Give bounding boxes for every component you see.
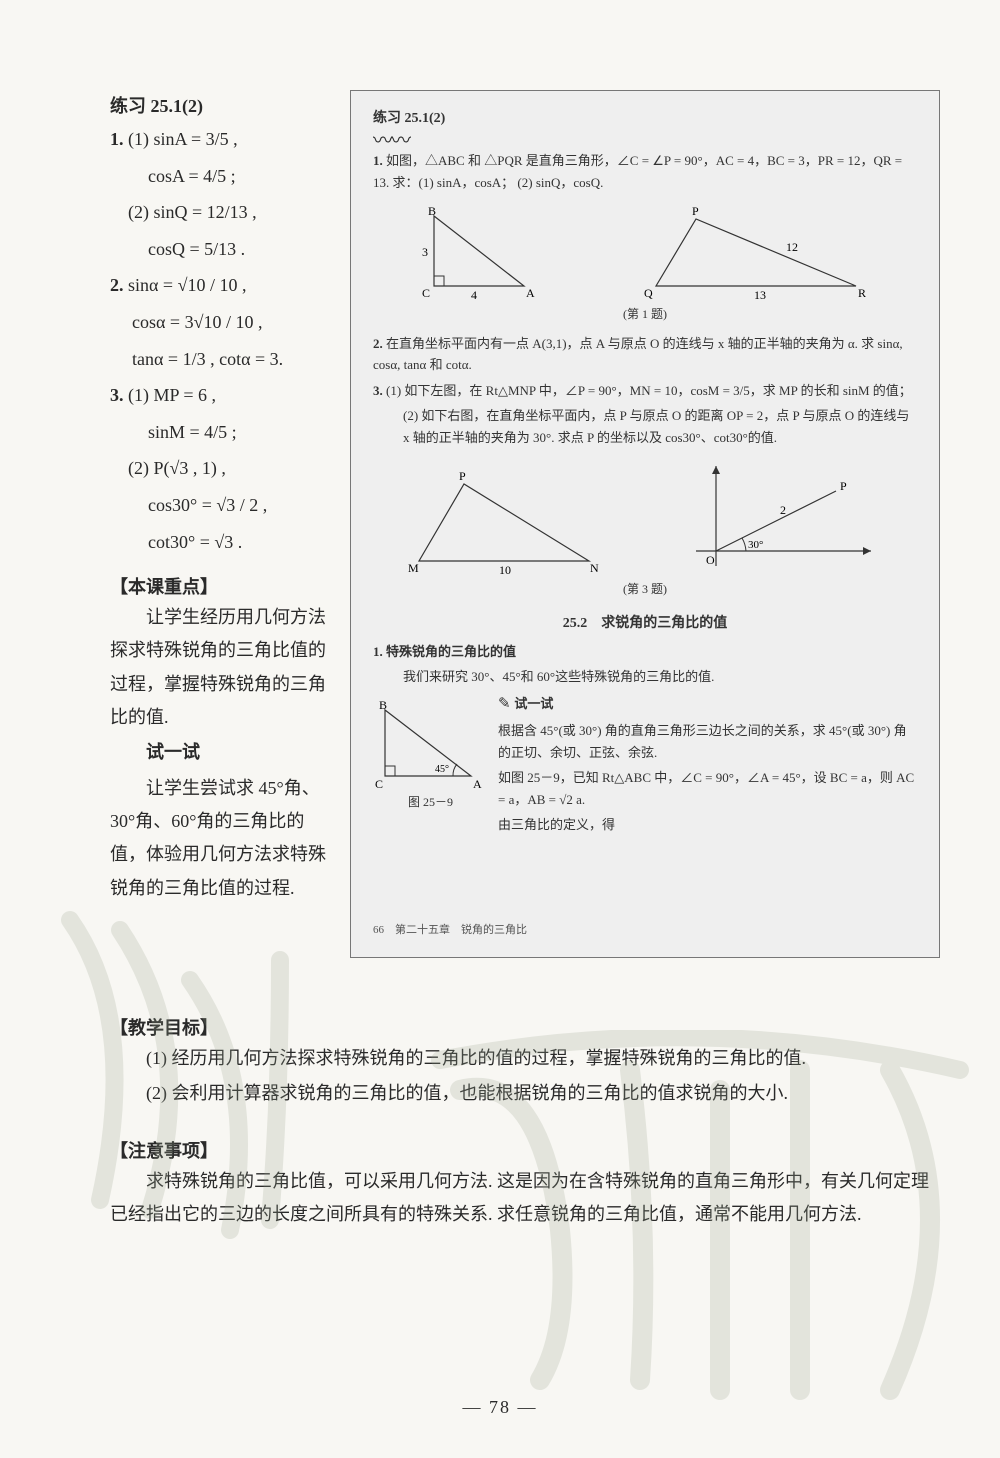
num-label: 2. bbox=[110, 275, 124, 295]
label-30: 30° bbox=[748, 539, 763, 551]
page-number: — 78 — bbox=[0, 1397, 1000, 1418]
q-num: 2. bbox=[373, 336, 383, 351]
goal-1: (1) 经历用几何方法探求特殊锐角的三角比的值的过程，掌握特殊锐角的三角比的值. bbox=[110, 1042, 940, 1075]
label-P: P bbox=[692, 204, 699, 218]
try-text: 让学生尝试求 45°角、30°角、60°角的三角比的值，体验用几何方法求特殊锐角… bbox=[110, 772, 330, 905]
label-P: P bbox=[459, 469, 466, 483]
goal-2: (2) 会利用计算器求锐角的三角比的值，也能根据锐角的三角比的值求锐角的大小. bbox=[110, 1077, 940, 1110]
ans-1-4: cosQ = 5/13 . bbox=[110, 234, 330, 265]
label-C: C bbox=[375, 777, 383, 791]
label-R: R bbox=[858, 286, 866, 300]
math-expr: sinQ = 12/13 , bbox=[154, 202, 257, 222]
math-expr: sinα = √10 / 10 , bbox=[128, 275, 246, 295]
triangle-mnp-icon: P M N 10 bbox=[404, 466, 614, 576]
tb-sub1-text: 我们来研究 30°、45°和 60°这些特殊锐角的三角比的值. bbox=[373, 666, 917, 687]
try-label-text: 试一试 bbox=[514, 696, 553, 711]
label-45: 45° bbox=[435, 764, 449, 775]
label-C: C bbox=[422, 286, 430, 300]
label-10: 10 bbox=[499, 563, 511, 576]
math-expr: P(√3 , 1) , bbox=[154, 458, 226, 478]
fig25-9-caption: 图 25－9 bbox=[373, 793, 488, 813]
ans-3-5: cot30° = √3 . bbox=[110, 527, 330, 558]
tb-section-title: 25.2 求锐角的三角比的值 bbox=[373, 612, 917, 635]
ans-2-3: tanα = 1/3 , cotα = 3. bbox=[110, 344, 330, 375]
page-root: 练习 25.1(2) 1. (1) sinA = 3/5 , cosA = 4/… bbox=[0, 0, 1000, 1273]
label-12: 12 bbox=[786, 240, 798, 254]
q-num: 3. bbox=[373, 383, 383, 398]
fig-25-9: B C A 45° 图 25－9 bbox=[373, 698, 488, 821]
triangle-pqr-icon: P Q R 12 13 bbox=[636, 201, 876, 301]
fig1-caption: (第 1 题) bbox=[373, 305, 917, 325]
math-expr: sinA = 3/5 , bbox=[154, 129, 238, 149]
tb-q2: 2. 在直角坐标平面内有一点 A(3,1)，点 A 与原点 O 的连线与 x 轴… bbox=[373, 333, 917, 376]
tb-q3b: (2) 如下右图，在直角坐标平面内，点 P 与原点 O 的距离 OP = 2，点… bbox=[373, 405, 917, 448]
ans-2-2: cosα = 3√10 / 10 , bbox=[110, 307, 330, 338]
ans-2-1: 2. sinα = √10 / 10 , bbox=[110, 270, 330, 301]
part-label: (2) bbox=[128, 202, 149, 222]
ans-3-4: cos30° = √3 / 2 , bbox=[110, 490, 330, 521]
label-M: M bbox=[408, 561, 419, 575]
math-expr: MP = 6 , bbox=[154, 385, 217, 405]
part-label: (1) bbox=[128, 129, 149, 149]
label-4: 4 bbox=[471, 288, 477, 301]
tb-sub1: 1. 特殊锐角的三角比的值 bbox=[373, 641, 917, 662]
lesson-point-text: 让学生经历用几何方法探求特殊锐角的三角比值的过程，掌握特殊锐角的三角比的值. bbox=[110, 601, 330, 734]
figure-1-row: B C A 4 3 P Q R 12 13 bbox=[373, 201, 917, 301]
sub1-label: 1. 特殊锐角的三角比的值 bbox=[373, 644, 516, 659]
q-text: 如图，△ABC 和 △PQR 是直角三角形，∠C = ∠P = 90°，AC =… bbox=[373, 153, 902, 189]
tb-q1: 1. 如图，△ABC 和 △PQR 是直角三角形，∠C = ∠P = 90°，A… bbox=[373, 150, 917, 193]
exercise-title: 练习 25.1(2) bbox=[110, 92, 330, 118]
triangle-abc-icon: B C A 4 3 bbox=[414, 201, 554, 301]
tb-exercise-title: 练习 25.1(2) bbox=[373, 107, 917, 130]
lesson-point-title: 【本课重点】 bbox=[110, 573, 330, 599]
num-label: 1. bbox=[110, 129, 124, 149]
answers-column: 练习 25.1(2) 1. (1) sinA = 3/5 , cosA = 4/… bbox=[110, 90, 330, 907]
part-label: (1) bbox=[128, 385, 149, 405]
note-text: 求特殊锐角的三角比值，可以采用几何方法. 这是因为在含特殊锐角的直角三角形中，有… bbox=[110, 1165, 940, 1232]
ans-3-2: sinM = 4/5 ; bbox=[110, 417, 330, 448]
num-label: 3. bbox=[110, 385, 124, 405]
q-num: 1. bbox=[373, 153, 383, 168]
label-3: 3 bbox=[422, 245, 428, 259]
label-B: B bbox=[428, 204, 436, 218]
tb-q3a: 3. (1) 如下左图，在 Rt△MNP 中，∠P = 90°，MN = 10，… bbox=[373, 380, 917, 401]
textbook-column: 练习 25.1(2) 〰〰 1. 如图，△ABC 和 △PQR 是直角三角形，∠… bbox=[350, 90, 940, 958]
ans-3-1: 3. (1) MP = 6 , bbox=[110, 380, 330, 411]
note-title: 【注意事项】 bbox=[110, 1137, 940, 1163]
label-Q: Q bbox=[644, 286, 653, 300]
q-text: (1) 如下左图，在 Rt△MNP 中，∠P = 90°，MN = 10，cos… bbox=[386, 383, 912, 398]
label-P: P bbox=[840, 479, 847, 493]
ans-1-2: cosA = 4/5 ; bbox=[110, 161, 330, 192]
try-title: 试一试 bbox=[110, 736, 330, 769]
ans-3-3: 3. (2) P(√3 , 1) , bbox=[110, 453, 330, 484]
figure-3-row: P M N 10 O P 2 30° bbox=[373, 456, 917, 576]
ans-1-1: 1. (1) sinA = 3/5 , bbox=[110, 124, 330, 155]
label-A: A bbox=[473, 777, 482, 791]
triangle-fig25-9-icon: B C A 45° bbox=[373, 698, 488, 793]
label-A: A bbox=[526, 286, 535, 300]
q-text: 在直角坐标平面内有一点 A(3,1)，点 A 与原点 O 的连线与 x 轴的正半… bbox=[373, 336, 903, 372]
label-N: N bbox=[590, 561, 599, 575]
label-13: 13 bbox=[754, 288, 766, 301]
axes-op-icon: O P 2 30° bbox=[676, 456, 886, 576]
ans-1-3: 1. (2) sinQ = 12/13 , bbox=[110, 197, 330, 228]
label-2: 2 bbox=[780, 503, 786, 517]
label-B: B bbox=[379, 698, 387, 712]
try-block: B C A 45° 图 25－9 ✎ 试一试 根据含 45°(或 30°) 角的… bbox=[373, 692, 917, 907]
part-label: (2) bbox=[128, 458, 149, 478]
label-O: O bbox=[706, 553, 715, 567]
bottom-section: 【教学目标】 (1) 经历用几何方法探求特殊锐角的三角比的值的过程，掌握特殊锐角… bbox=[110, 958, 940, 1231]
tb-footer: 66 第二十五章 锐角的三角比 bbox=[373, 921, 917, 939]
squiggle-icon: 〰〰 bbox=[373, 136, 917, 146]
textbook-box: 练习 25.1(2) 〰〰 1. 如图，△ABC 和 △PQR 是直角三角形，∠… bbox=[350, 90, 940, 958]
fig3-caption: (第 3 题) bbox=[373, 580, 917, 600]
goal-title: 【教学目标】 bbox=[110, 1014, 940, 1040]
